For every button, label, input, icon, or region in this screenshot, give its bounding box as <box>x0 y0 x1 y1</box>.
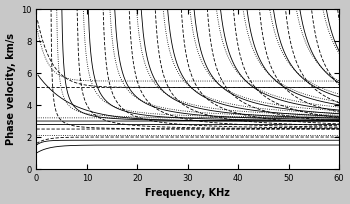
Y-axis label: Phase velocity, km/s: Phase velocity, km/s <box>6 33 15 145</box>
X-axis label: Frequency, KHz: Frequency, KHz <box>145 188 230 198</box>
